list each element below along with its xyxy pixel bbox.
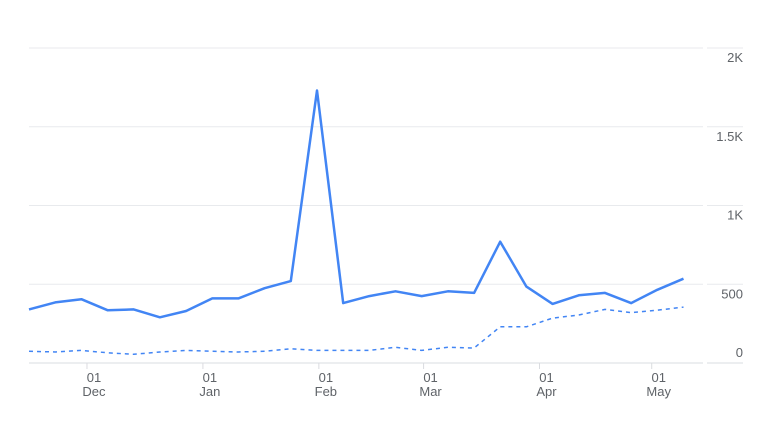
y-tick-label: 500 <box>721 286 743 301</box>
x-tick-month-label: Feb <box>315 384 337 399</box>
x-tick-month-label: May <box>646 384 671 399</box>
series-lines <box>28 89 684 356</box>
series-line-dashed <box>28 306 684 356</box>
x-tick-month-label: Apr <box>536 384 557 399</box>
y-tick-label: 1K <box>727 208 743 223</box>
y-tick-label: 1.5K <box>716 129 743 144</box>
x-tick-month-label: Mar <box>419 384 442 399</box>
y-axis-labels: 0 500 1K 1.5K 2K <box>716 50 743 360</box>
x-tick-day-label: 01 <box>203 370 217 385</box>
x-tick-day-label: 01 <box>539 370 553 385</box>
gridlines <box>29 47 743 364</box>
x-tick-month-label: Jan <box>199 384 220 399</box>
x-tick-month-label: Dec <box>82 384 106 399</box>
x-tick-day-label: 01 <box>423 370 437 385</box>
y-tick-label: 0 <box>736 345 743 360</box>
series-line-solid <box>28 89 684 319</box>
y-tick-label: 2K <box>727 50 743 65</box>
x-tick-day-label: 01 <box>651 370 665 385</box>
x-tick-day-label: 01 <box>319 370 333 385</box>
x-tick-day-label: 01 <box>87 370 101 385</box>
